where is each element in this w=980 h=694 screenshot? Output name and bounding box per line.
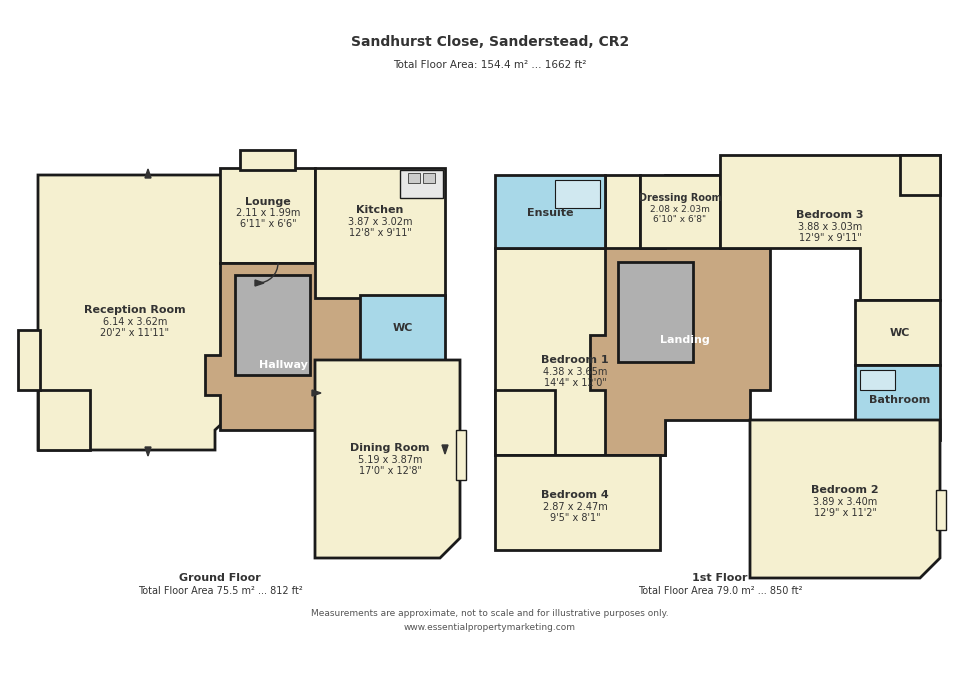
- Text: Dressing Room: Dressing Room: [639, 193, 721, 203]
- Text: 17'0" x 12'8": 17'0" x 12'8": [359, 466, 421, 476]
- Text: Bedroom 3: Bedroom 3: [797, 210, 863, 220]
- Polygon shape: [38, 175, 258, 450]
- Text: 20'2" x 11'11": 20'2" x 11'11": [100, 328, 170, 338]
- Text: 6.14 x 3.62m: 6.14 x 3.62m: [103, 317, 168, 327]
- Bar: [408, 173, 420, 183]
- Polygon shape: [720, 155, 940, 300]
- Text: 3.89 x 3.40m: 3.89 x 3.40m: [812, 497, 877, 507]
- Text: Landing: Landing: [661, 335, 710, 345]
- Bar: [495, 175, 605, 248]
- Text: 2.11 x 1.99m: 2.11 x 1.99m: [236, 208, 300, 218]
- Text: 12'9" x 9'11": 12'9" x 9'11": [799, 233, 861, 243]
- Polygon shape: [145, 447, 151, 456]
- Text: Bedroom 4: Bedroom 4: [541, 490, 609, 500]
- Polygon shape: [495, 390, 555, 455]
- Polygon shape: [38, 390, 90, 450]
- Bar: [855, 365, 940, 440]
- Text: WC: WC: [890, 328, 910, 338]
- Text: 2.87 x 2.47m: 2.87 x 2.47m: [543, 502, 608, 512]
- Text: Lounge: Lounge: [245, 197, 291, 207]
- Bar: [235, 275, 310, 375]
- Text: Total Floor Area 75.5 m² ... 812 ft²: Total Floor Area 75.5 m² ... 812 ft²: [137, 586, 303, 596]
- Text: Total Floor Area 79.0 m² ... 850 ft²: Total Floor Area 79.0 m² ... 850 ft²: [638, 586, 803, 596]
- Bar: [315, 168, 445, 298]
- Text: Measurements are approximate, not to scale and for illustrative purposes only.: Measurements are approximate, not to sca…: [312, 609, 668, 618]
- Bar: [936, 490, 946, 530]
- Text: 12'9" x 11'2": 12'9" x 11'2": [813, 508, 876, 518]
- Bar: [240, 150, 295, 170]
- Text: Bedroom 2: Bedroom 2: [811, 485, 879, 495]
- Bar: [860, 370, 895, 390]
- Bar: [640, 175, 720, 248]
- Text: 1st Floor: 1st Floor: [692, 573, 748, 583]
- Text: 3.87 x 3.02m: 3.87 x 3.02m: [348, 217, 413, 227]
- Text: 6'11" x 6'6": 6'11" x 6'6": [240, 219, 296, 229]
- Bar: [220, 168, 315, 263]
- Text: WC: WC: [393, 323, 414, 333]
- Bar: [495, 455, 660, 550]
- Text: 6'10" x 6'8": 6'10" x 6'8": [654, 214, 707, 223]
- Text: Dining Room: Dining Room: [350, 443, 430, 453]
- Text: Reception Room: Reception Room: [84, 305, 186, 315]
- Bar: [360, 295, 445, 360]
- Bar: [18, 330, 40, 390]
- Polygon shape: [255, 280, 264, 286]
- Text: Kitchen: Kitchen: [357, 205, 404, 215]
- Polygon shape: [442, 445, 448, 454]
- Polygon shape: [900, 155, 940, 195]
- Polygon shape: [315, 360, 460, 558]
- Bar: [400, 170, 443, 198]
- Polygon shape: [495, 175, 665, 455]
- Text: Hallway: Hallway: [259, 360, 308, 370]
- Text: 12'8" x 9'11": 12'8" x 9'11": [349, 228, 412, 238]
- Bar: [555, 180, 600, 208]
- Text: www.essentialpropertymarketing.com: www.essentialpropertymarketing.com: [404, 623, 576, 632]
- Polygon shape: [590, 175, 770, 455]
- Bar: [423, 173, 435, 183]
- Text: Ground Floor: Ground Floor: [179, 573, 261, 583]
- Text: 2.08 x 2.03m: 2.08 x 2.03m: [650, 205, 710, 214]
- Polygon shape: [145, 169, 151, 178]
- Polygon shape: [750, 420, 940, 578]
- Text: Ensuite: Ensuite: [527, 208, 573, 218]
- Text: Bedroom 1: Bedroom 1: [541, 355, 609, 365]
- Polygon shape: [312, 390, 321, 396]
- Text: 5.19 x 3.87m: 5.19 x 3.87m: [358, 455, 422, 465]
- Text: 3.88 x 3.03m: 3.88 x 3.03m: [798, 222, 862, 232]
- Polygon shape: [205, 200, 365, 430]
- Text: 14'4" x 12'0": 14'4" x 12'0": [544, 378, 607, 388]
- Text: Sandhurst Close, Sanderstead, CR2: Sandhurst Close, Sanderstead, CR2: [351, 35, 629, 49]
- Text: Bathroom: Bathroom: [869, 395, 931, 405]
- Bar: [456, 430, 466, 480]
- Text: 4.38 x 3.65m: 4.38 x 3.65m: [543, 367, 608, 377]
- Bar: [855, 300, 940, 365]
- Text: 9'5" x 8'1": 9'5" x 8'1": [550, 513, 601, 523]
- Text: Total Floor Area: 154.4 m² ... 1662 ft²: Total Floor Area: 154.4 m² ... 1662 ft²: [393, 60, 587, 70]
- Bar: [618, 262, 693, 362]
